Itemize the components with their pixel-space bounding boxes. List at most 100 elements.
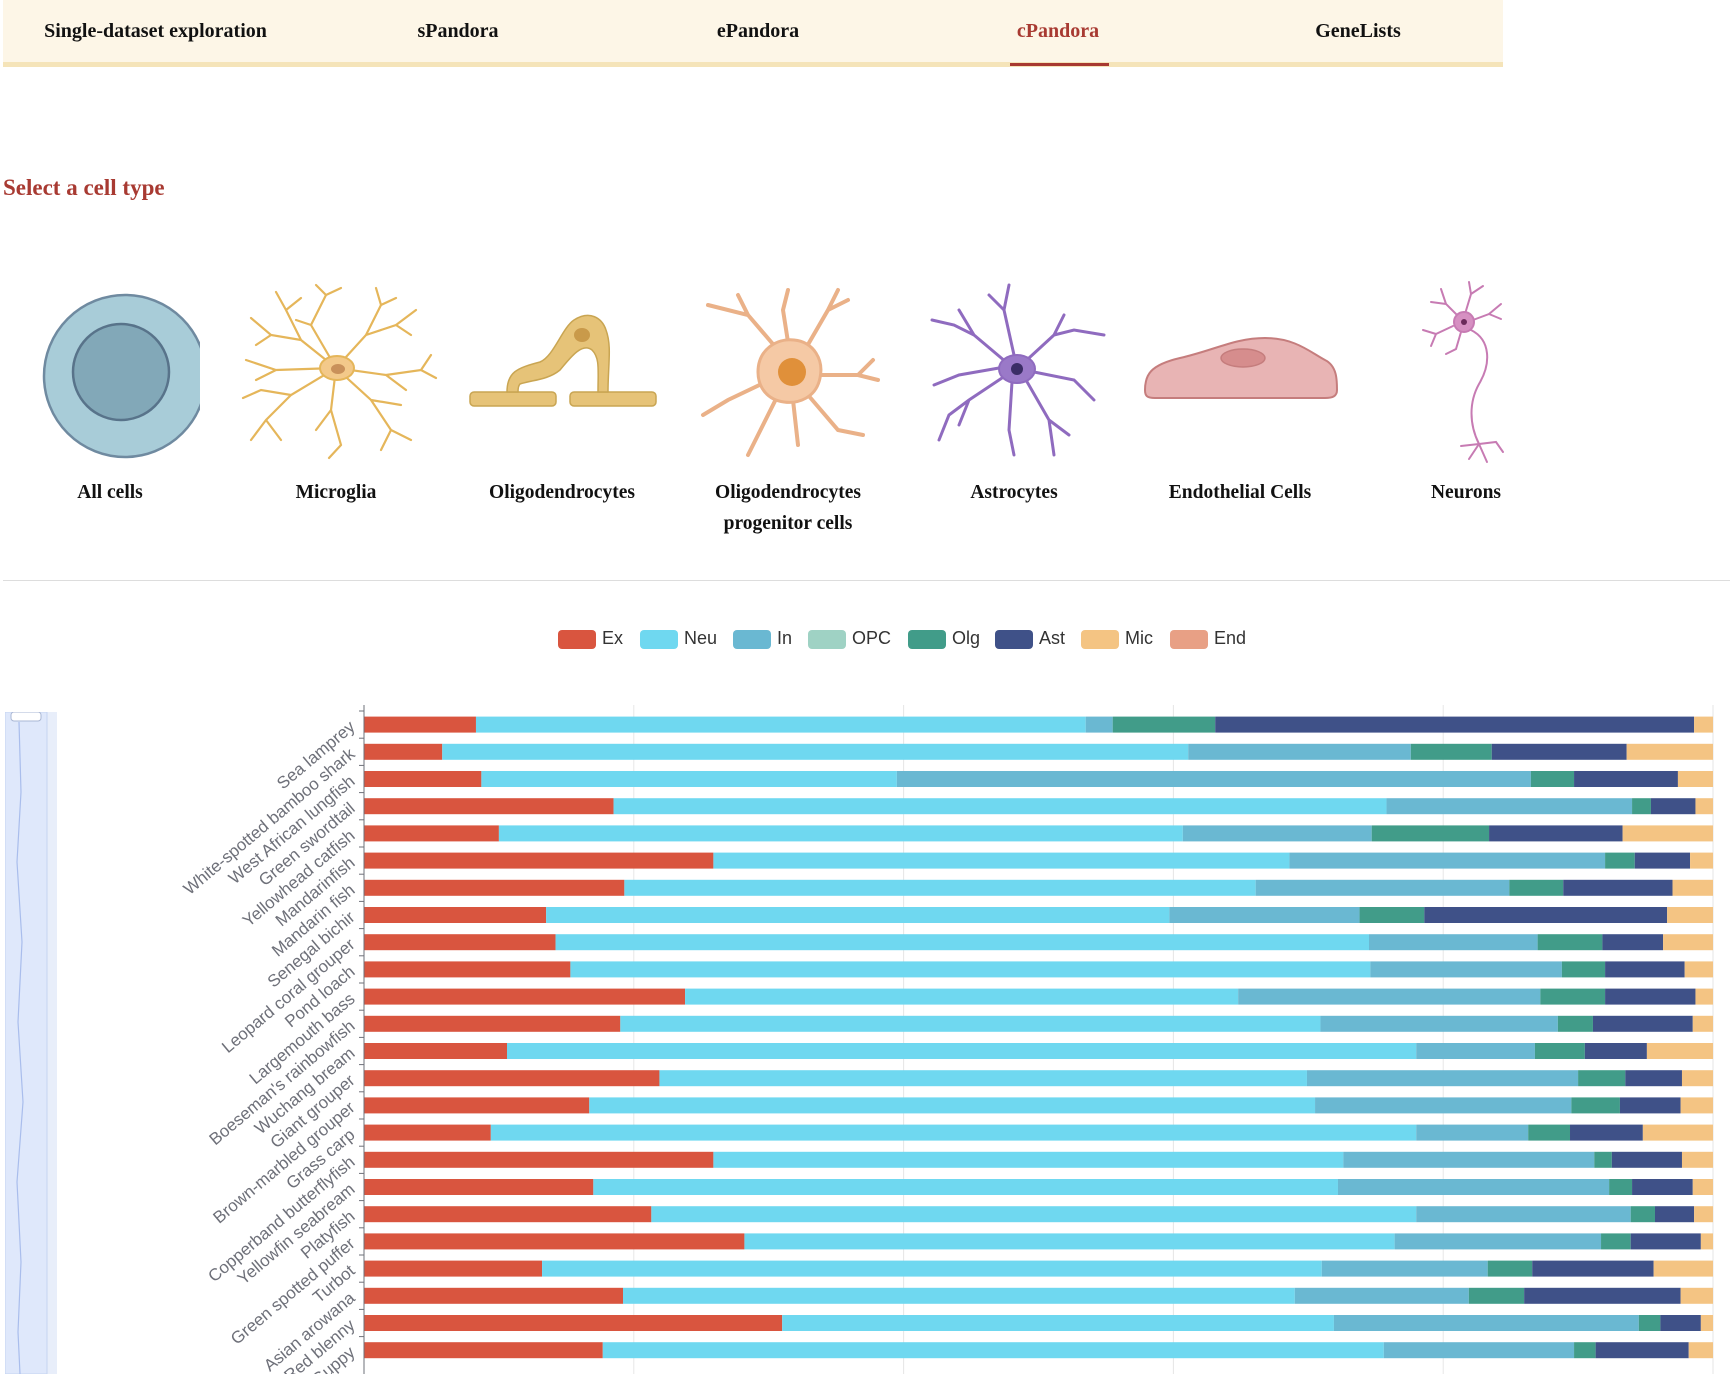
bar-segment-mic[interactable] xyxy=(1694,716,1713,733)
bar-segment-ast[interactable] xyxy=(1654,1206,1695,1223)
bar-segment-mic[interactable] xyxy=(1677,771,1713,787)
data-zoom-slider[interactable] xyxy=(5,712,57,1374)
bar-segment-olg[interactable] xyxy=(1410,743,1492,760)
bar-segment-ex[interactable] xyxy=(364,961,571,978)
bar-segment-ast[interactable] xyxy=(1574,771,1678,787)
bar-segment-in[interactable] xyxy=(1333,1315,1639,1331)
tab-epandora[interactable]: ePandora xyxy=(716,20,800,42)
bar-segment-in[interactable] xyxy=(896,771,1531,787)
bar-segment-neu[interactable] xyxy=(623,1287,1295,1304)
bar-segment-olg[interactable] xyxy=(1632,798,1651,815)
cell-type-neurons[interactable]: Neurons xyxy=(1361,280,1571,503)
bar-segment-mic[interactable] xyxy=(1653,1260,1713,1277)
bar-segment-ast[interactable] xyxy=(1592,1015,1693,1032)
bar-segment-ex[interactable] xyxy=(364,907,547,923)
bar-segment-ex[interactable] xyxy=(364,1151,714,1168)
bar-segment-neu[interactable] xyxy=(685,988,1239,1005)
bar-segment-in[interactable] xyxy=(1369,934,1538,951)
cell-type-all-cells[interactable]: All cells xyxy=(5,280,215,503)
bar-segment-neu[interactable] xyxy=(659,1070,1307,1087)
bar-segment-in[interactable] xyxy=(1386,798,1633,815)
bar-segment-olg[interactable] xyxy=(1112,716,1216,733)
bar-segment-neu[interactable] xyxy=(624,879,1256,896)
bar-segment-mic[interactable] xyxy=(1646,1043,1713,1059)
bar-segment-olg[interactable] xyxy=(1638,1315,1661,1331)
bar-segment-ex[interactable] xyxy=(364,1233,745,1250)
bar-segment-ast[interactable] xyxy=(1650,798,1696,815)
bar-segment-neu[interactable] xyxy=(542,1260,1322,1277)
bar-segment-olg[interactable] xyxy=(1359,907,1425,923)
bar-segment-in[interactable] xyxy=(1321,1260,1488,1277)
bar-segment-mic[interactable] xyxy=(1622,825,1713,842)
cell-type-endothelial-cells[interactable]: Endothelial Cells xyxy=(1135,280,1345,503)
bar-segment-olg[interactable] xyxy=(1468,1287,1525,1304)
bar-segment-ast[interactable] xyxy=(1632,1179,1693,1195)
bar-segment-ex[interactable] xyxy=(364,1206,652,1223)
bar-segment-ex[interactable] xyxy=(364,1043,507,1059)
bar-segment-olg[interactable] xyxy=(1578,1070,1626,1087)
bar-segment-in[interactable] xyxy=(1416,1124,1529,1141)
bar-segment-ast[interactable] xyxy=(1625,1070,1682,1087)
cell-type-astrocytes[interactable]: Astrocytes xyxy=(909,280,1119,503)
bar-segment-ex[interactable] xyxy=(364,1260,543,1277)
bar-segment-mic[interactable] xyxy=(1692,1179,1713,1195)
bar-segment-olg[interactable] xyxy=(1487,1260,1533,1277)
bar-segment-in[interactable] xyxy=(1188,743,1411,760)
bar-segment-ast[interactable] xyxy=(1634,852,1691,869)
bar-segment-ast[interactable] xyxy=(1619,1097,1681,1114)
tab-spandora[interactable]: sPandora xyxy=(417,20,499,42)
bar-segment-mic[interactable] xyxy=(1684,961,1713,978)
bar-segment-mic[interactable] xyxy=(1680,1287,1713,1304)
bar-segment-neu[interactable] xyxy=(593,1179,1338,1195)
bar-segment-olg[interactable] xyxy=(1371,825,1490,842)
bar-segment-ast[interactable] xyxy=(1524,1287,1681,1304)
bar-segment-neu[interactable] xyxy=(744,1233,1395,1250)
bar-segment-ex[interactable] xyxy=(364,771,482,787)
bar-segment-olg[interactable] xyxy=(1574,1342,1596,1359)
bar-segment-olg[interactable] xyxy=(1530,771,1575,787)
cell-type-oligodendrocytes[interactable]: Oligodendrocytes xyxy=(457,280,667,503)
bar-segment-mic[interactable] xyxy=(1695,798,1713,815)
bar-segment-ast[interactable] xyxy=(1489,825,1623,842)
bar-segment-mic[interactable] xyxy=(1700,1233,1713,1250)
bar-segment-ast[interactable] xyxy=(1605,988,1696,1005)
bar-segment-in[interactable] xyxy=(1238,988,1541,1005)
bar-segment-mic[interactable] xyxy=(1695,988,1713,1005)
bar-segment-neu[interactable] xyxy=(498,825,1183,842)
bar-segment-mic[interactable] xyxy=(1681,1151,1713,1168)
bar-segment-ex[interactable] xyxy=(364,852,714,869)
bar-segment-ex[interactable] xyxy=(364,1179,594,1195)
bar-segment-neu[interactable] xyxy=(651,1206,1417,1223)
bar-segment-neu[interactable] xyxy=(782,1315,1334,1331)
bar-segment-ex[interactable] xyxy=(364,1124,491,1141)
bar-segment-mic[interactable] xyxy=(1626,743,1713,760)
bar-segment-ast[interactable] xyxy=(1602,934,1664,951)
bar-segment-neu[interactable] xyxy=(713,1151,1344,1168)
bar-segment-ast[interactable] xyxy=(1563,879,1673,896)
bar-segment-in[interactable] xyxy=(1416,1043,1535,1059)
bar-segment-ast[interactable] xyxy=(1595,1342,1689,1359)
bar-segment-ast[interactable] xyxy=(1605,961,1685,978)
bar-segment-ex[interactable] xyxy=(364,716,476,733)
bar-segment-ex[interactable] xyxy=(364,1097,590,1114)
bar-segment-ast[interactable] xyxy=(1660,1315,1701,1331)
bar-segment-ex[interactable] xyxy=(364,879,625,896)
bar-segment-in[interactable] xyxy=(1343,1151,1595,1168)
bar-segment-olg[interactable] xyxy=(1528,1124,1571,1141)
bar-segment-ex[interactable] xyxy=(364,1287,624,1304)
bar-segment-ex[interactable] xyxy=(364,1315,783,1331)
bar-segment-ast[interactable] xyxy=(1532,1260,1654,1277)
bar-segment-in[interactable] xyxy=(1306,1070,1579,1087)
bar-segment-olg[interactable] xyxy=(1609,1179,1633,1195)
bar-segment-mic[interactable] xyxy=(1667,907,1713,923)
bar-segment-ex[interactable] xyxy=(364,934,556,951)
bar-segment-in[interactable] xyxy=(1289,852,1606,869)
bar-segment-mic[interactable] xyxy=(1694,1206,1713,1223)
bar-segment-ex[interactable] xyxy=(364,743,443,760)
bar-segment-neu[interactable] xyxy=(481,771,897,787)
bar-segment-neu[interactable] xyxy=(546,907,1170,923)
bar-segment-in[interactable] xyxy=(1320,1015,1558,1032)
bar-segment-olg[interactable] xyxy=(1537,934,1603,951)
bar-segment-ast[interactable] xyxy=(1424,907,1668,923)
bar-segment-neu[interactable] xyxy=(442,743,1189,760)
